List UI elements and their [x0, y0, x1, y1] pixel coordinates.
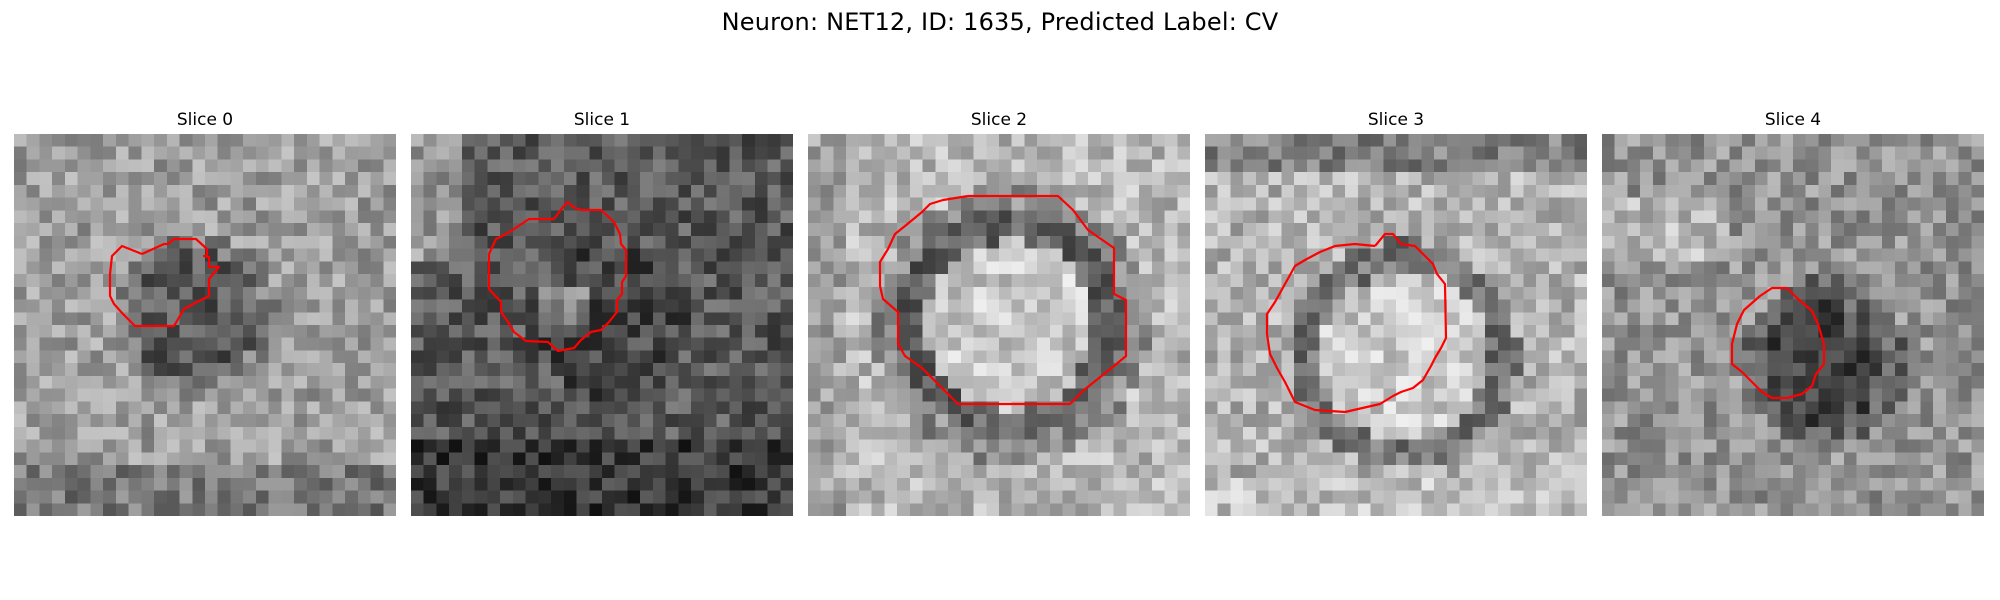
slice-3-image	[1205, 134, 1587, 516]
slice-1-red-contour	[487, 200, 628, 353]
slice-0-contour-overlay	[108, 237, 221, 328]
slice-0-red-contour	[108, 237, 221, 328]
slice-1-contour-overlay	[487, 200, 628, 353]
slice-2-image	[808, 134, 1190, 516]
slice-4-red-contour	[1730, 286, 1826, 400]
slice-3-red-contour	[1265, 232, 1448, 414]
slice-4-micrograph	[1602, 134, 1984, 516]
panel-title-slice-3: Slice 3	[1367, 110, 1425, 130]
slice-4-contour-overlay	[1730, 286, 1826, 400]
slice-2-contour-overlay	[878, 194, 1128, 406]
slice-4-image	[1602, 134, 1984, 516]
slice-1-micrograph	[411, 134, 793, 516]
panel-title-slice-4: Slice 4	[1764, 110, 1822, 130]
panel-title-slice-1: Slice 1	[573, 110, 631, 130]
slice-1-image	[411, 134, 793, 516]
panel-title-slice-0: Slice 0	[176, 110, 234, 130]
slice-3-micrograph	[1205, 134, 1587, 516]
slice-2-red-contour	[878, 194, 1128, 406]
slice-3-contour-overlay	[1265, 232, 1448, 414]
panel-title-slice-2: Slice 2	[970, 110, 1028, 130]
slice-0-micrograph	[14, 134, 396, 516]
slice-0-image	[14, 134, 396, 516]
figure-title: Neuron: NET12, ID: 1635, Predicted Label…	[721, 8, 1279, 36]
